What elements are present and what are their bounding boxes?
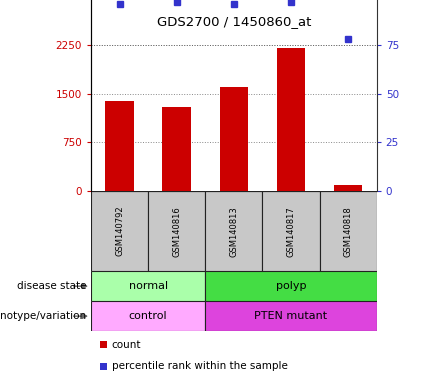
Bar xyxy=(162,107,191,191)
Bar xyxy=(91,191,148,271)
Text: control: control xyxy=(129,311,168,321)
Text: GSM140813: GSM140813 xyxy=(229,206,238,257)
Text: percentile rank within the sample: percentile rank within the sample xyxy=(112,361,288,371)
Text: genotype/variation: genotype/variation xyxy=(0,311,87,321)
Text: PTEN mutant: PTEN mutant xyxy=(255,311,327,321)
Bar xyxy=(262,191,320,271)
Bar xyxy=(205,301,377,331)
Bar xyxy=(220,87,248,191)
Bar xyxy=(320,191,377,271)
Bar xyxy=(277,48,305,191)
Text: normal: normal xyxy=(129,281,168,291)
Bar xyxy=(205,191,262,271)
Bar xyxy=(148,191,205,271)
Text: GSM140818: GSM140818 xyxy=(344,206,352,257)
Bar xyxy=(205,271,377,301)
Text: GSM140792: GSM140792 xyxy=(115,206,124,257)
Text: count: count xyxy=(112,340,141,350)
Bar xyxy=(334,185,362,191)
Bar xyxy=(91,271,205,301)
Bar xyxy=(91,301,205,331)
Text: disease state: disease state xyxy=(17,281,87,291)
Text: GSM140816: GSM140816 xyxy=(172,206,181,257)
Text: GSM140817: GSM140817 xyxy=(287,206,295,257)
Text: GDS2700 / 1450860_at: GDS2700 / 1450860_at xyxy=(157,15,311,28)
Bar xyxy=(105,101,134,191)
Text: polyp: polyp xyxy=(276,281,306,291)
